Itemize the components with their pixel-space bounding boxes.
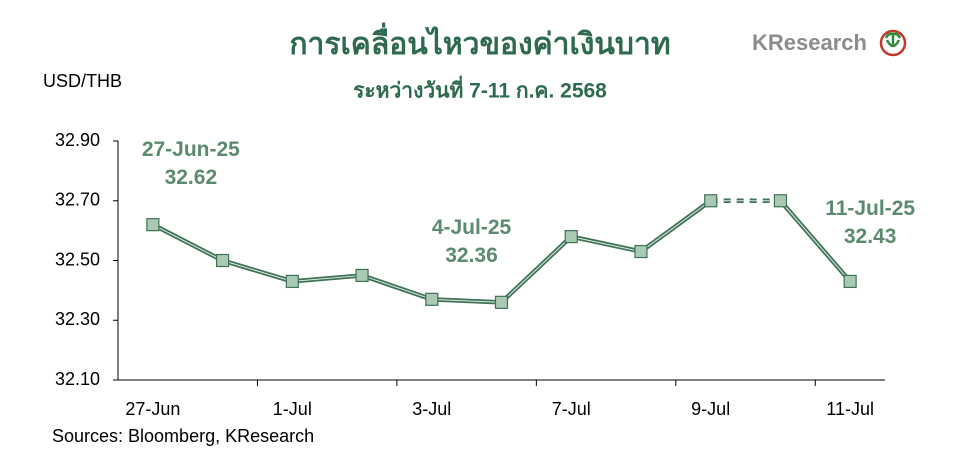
x-tick-label: 3-Jul (412, 399, 451, 419)
line-highlight (571, 236, 642, 253)
line-highlight (361, 274, 432, 300)
x-tick-label: 7-Jul (552, 399, 591, 419)
logo-text: KResearch (752, 30, 867, 55)
y-axis-label: USD/THB (43, 71, 122, 91)
value-label: 32.43 (844, 225, 897, 248)
marker (215, 253, 230, 268)
marker (146, 218, 160, 232)
x-tick-label: 1-Jul (273, 399, 312, 419)
y-tick-label: 32.50 (55, 249, 100, 269)
marker (285, 274, 299, 289)
annotation-date: 4-Jul-25 (432, 216, 512, 239)
marker (494, 295, 509, 309)
line-highlight (431, 298, 502, 303)
x-tick-label: 9-Jul (691, 399, 730, 419)
x-tick-label: 27-Jun (125, 399, 180, 419)
logo-leaf (884, 32, 902, 48)
y-tick-label: 32.10 (55, 369, 100, 389)
y-tick-label: 32.70 (55, 190, 100, 210)
marker (355, 268, 369, 283)
value-label: 32.62 (165, 166, 218, 189)
source: Sources: Bloomberg, KResearch (52, 426, 314, 446)
line-highlight (222, 260, 293, 282)
y-tick-label: 32.90 (55, 130, 100, 150)
y-tick-label: 32.30 (55, 309, 100, 329)
chart-subtitle: ระหว่างวันที่ 7-11 ก.ค. 2568 (353, 75, 607, 103)
chart-title: การเคลื่อนไหวของค่าเงินบาท (289, 22, 670, 61)
x-tick-label: 11-Jul (826, 399, 874, 419)
value-label: 32.36 (445, 244, 498, 267)
marker (773, 194, 788, 208)
line-highlight (152, 224, 223, 261)
marker (843, 274, 857, 289)
logo-icon (879, 29, 907, 57)
marker (634, 244, 648, 259)
marker (704, 194, 718, 208)
line-highlight (640, 200, 711, 252)
line-highlight (292, 274, 363, 282)
line-highlight (501, 236, 572, 303)
marker (564, 230, 578, 244)
annotation-date: 27-Jun-25 (142, 138, 240, 161)
annotation-date: 11-Jul-25 (825, 197, 915, 220)
marker (425, 292, 439, 306)
line-highlight (780, 200, 851, 282)
